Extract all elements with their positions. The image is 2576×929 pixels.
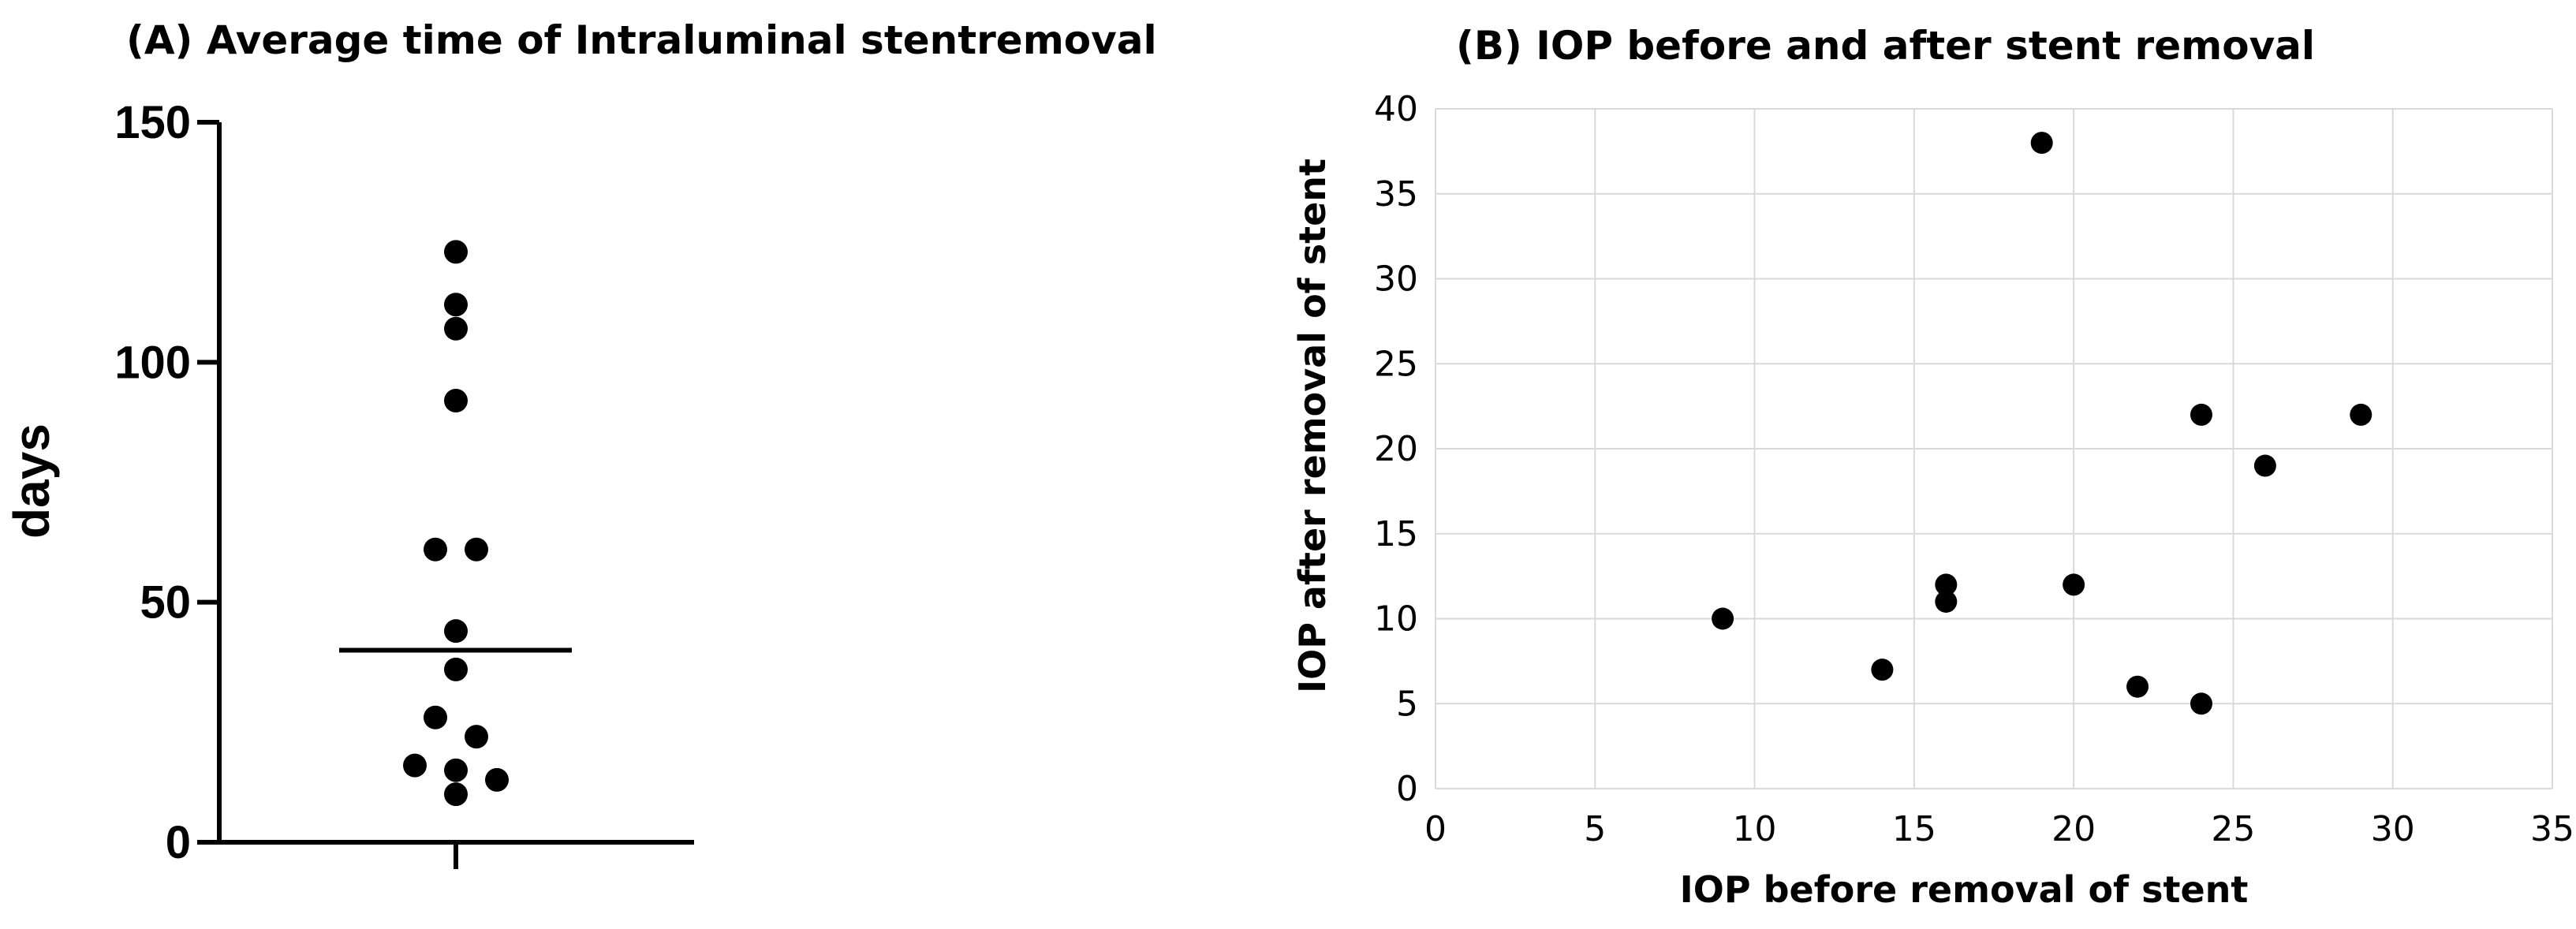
panel-b-points bbox=[1712, 132, 2373, 715]
panel-b-point bbox=[1935, 573, 1958, 596]
panel-b-point bbox=[1935, 590, 1958, 613]
panel-a-y-axis-label: days bbox=[3, 423, 60, 539]
panel-a-point bbox=[444, 619, 468, 644]
panel-b-x-ticks: 0 5 10 15 20 25 30 35 bbox=[1424, 809, 2574, 849]
panel-a-point bbox=[465, 537, 488, 562]
panel-b-x-tick-label: 25 bbox=[2211, 809, 2255, 849]
panel-a-point bbox=[444, 782, 468, 807]
panel-b-y-tick-label: 40 bbox=[1374, 89, 1418, 129]
panel-a-points bbox=[403, 240, 509, 807]
panel-b-point bbox=[2350, 403, 2373, 426]
panel-b-x-tick-label: 30 bbox=[2371, 809, 2415, 849]
panel-a-dot-plot: (A) Average time of Intraluminal stentre… bbox=[3, 17, 1157, 869]
panel-b-point bbox=[2063, 573, 2085, 596]
panel-a-point bbox=[444, 389, 468, 413]
panel-b-y-tick-label: 15 bbox=[1374, 514, 1418, 554]
panel-b-x-tick-label: 20 bbox=[2051, 809, 2096, 849]
panel-a-point bbox=[444, 758, 468, 782]
panel-a-y-tick-label: 150 bbox=[114, 97, 191, 148]
panel-b-point bbox=[2190, 403, 2212, 426]
panel-a-y-tick-label: 50 bbox=[140, 577, 191, 629]
panel-b-y-tick-label: 35 bbox=[1374, 174, 1418, 215]
panel-a-point bbox=[444, 293, 468, 317]
panel-b-point bbox=[2126, 675, 2149, 698]
panel-b-x-tick-label: 0 bbox=[1424, 809, 1447, 849]
panel-b-y-tick-label: 0 bbox=[1396, 769, 1418, 809]
panel-b-x-tick-label: 35 bbox=[2530, 809, 2574, 849]
panel-b-y-axis-label: IOP after removal of stent bbox=[1291, 159, 1334, 693]
panel-b-point bbox=[1712, 607, 1734, 630]
panel-a-y-ticks: 0 50 100 150 bbox=[114, 97, 219, 868]
panel-b-x-tick-label: 15 bbox=[1892, 809, 1936, 849]
panel-b-point bbox=[1871, 659, 1894, 681]
panel-a-y-tick-label: 100 bbox=[114, 337, 191, 388]
panel-b-y-ticks: 0 5 10 15 20 25 30 35 40 bbox=[1374, 89, 1418, 809]
panel-a-y-tick-label: 0 bbox=[166, 817, 191, 868]
panel-a-point bbox=[444, 657, 468, 681]
panel-b-point bbox=[2253, 454, 2276, 477]
panel-a-point bbox=[424, 705, 447, 729]
panel-b-y-tick-label: 20 bbox=[1374, 429, 1418, 469]
panel-a-title: (A) Average time of Intraluminal stentre… bbox=[126, 17, 1157, 63]
panel-b-y-tick-label: 25 bbox=[1374, 344, 1418, 384]
panel-b-point bbox=[2030, 132, 2053, 155]
panel-a-point bbox=[403, 753, 427, 778]
panel-a-point bbox=[465, 725, 488, 749]
panel-b-y-tick-label: 10 bbox=[1374, 599, 1418, 640]
panel-a-point bbox=[444, 316, 468, 341]
panel-b-x-tick-label: 5 bbox=[1584, 809, 1606, 849]
panel-b-y-tick-label: 30 bbox=[1374, 259, 1418, 300]
panel-b-x-axis-label: IOP before removal of stent bbox=[1680, 868, 2249, 911]
panel-b-title: (B) IOP before and after stent removal bbox=[1456, 23, 2315, 69]
panel-b-x-tick-label: 10 bbox=[1733, 809, 1777, 849]
panel-b-y-tick-label: 5 bbox=[1396, 684, 1418, 724]
panel-a-point bbox=[485, 767, 509, 792]
panel-a-point bbox=[444, 240, 468, 264]
panel-b-scatter: (B) IOP before and after stent removal 0… bbox=[1291, 23, 2574, 911]
panel-a-axes bbox=[217, 122, 694, 869]
panel-b-point bbox=[2190, 692, 2212, 715]
panel-b-grid bbox=[1435, 108, 2553, 789]
panel-a-point bbox=[424, 537, 447, 562]
